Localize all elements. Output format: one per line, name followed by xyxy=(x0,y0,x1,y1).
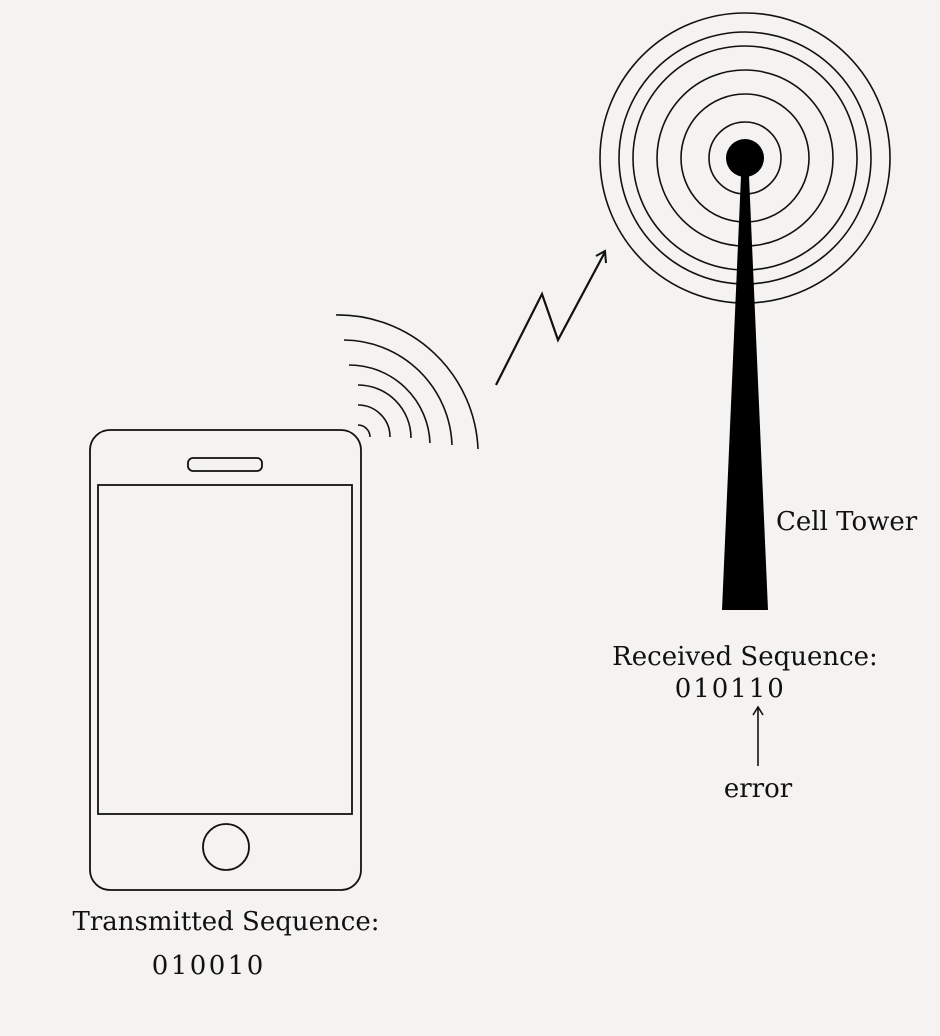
transmitted-bit-5: 0 xyxy=(247,951,264,981)
transmitted-bit-0: 0 xyxy=(152,951,169,981)
received-bit-5: 0 xyxy=(767,674,784,704)
tower-label: Cell Tower xyxy=(776,507,918,537)
received-bit-4: 1 xyxy=(749,674,766,704)
phone-speaker xyxy=(187,457,263,472)
transmitted-bit-4: 1 xyxy=(228,951,245,981)
received-bit-0: 0 xyxy=(675,674,692,704)
received-sequence-title: Received Sequence: xyxy=(612,642,878,672)
received-bit-1: 1 xyxy=(693,674,710,704)
transmission-bolt-arrow xyxy=(495,249,607,386)
smartphone-icon xyxy=(89,429,362,891)
wifi-waves-icon xyxy=(335,314,479,450)
transmitted-bit-2: 0 xyxy=(190,951,207,981)
phone-screen xyxy=(97,484,353,815)
received-bit-3: 1 xyxy=(730,674,747,704)
transmitted-bit-3: 0 xyxy=(209,951,226,981)
phone-body xyxy=(89,429,362,891)
error-pointer-arrow xyxy=(752,705,764,766)
error-label: error xyxy=(724,774,793,804)
phone-home-button xyxy=(202,823,250,871)
transmitted-bit-1: 1 xyxy=(171,951,188,981)
cell-tower-icon xyxy=(722,139,768,610)
received-bit-2: 0 xyxy=(712,674,729,704)
transmitted-sequence-title: Transmitted Sequence: xyxy=(73,907,380,937)
